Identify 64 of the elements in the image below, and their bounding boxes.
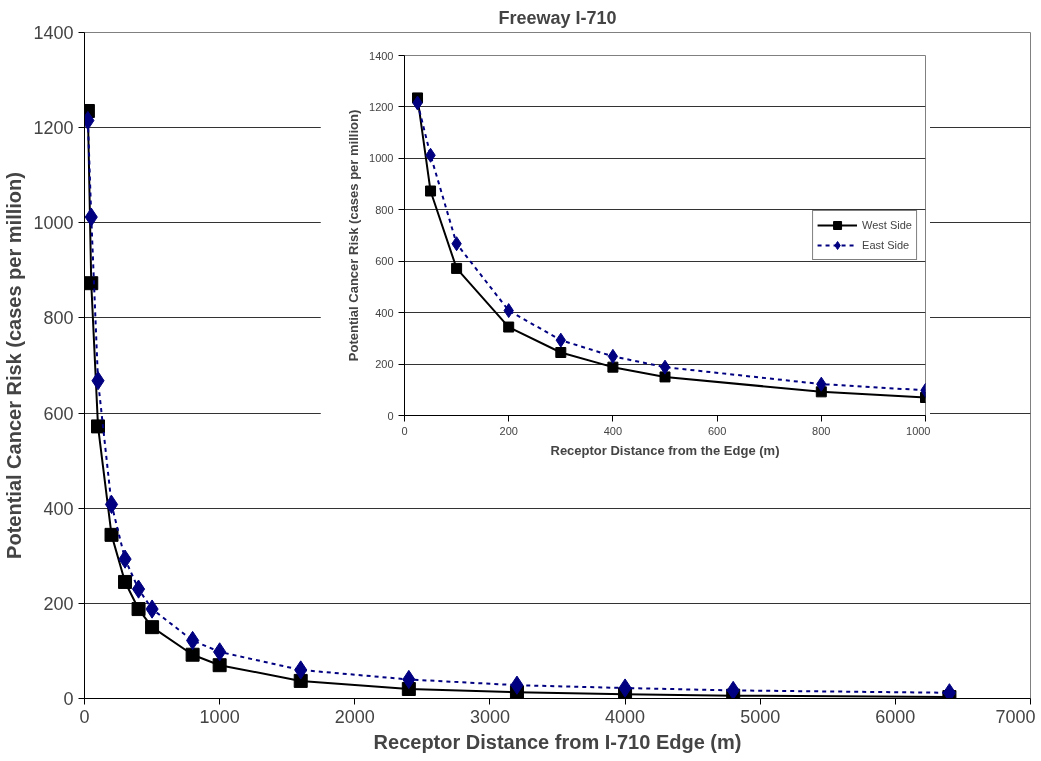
y-tick-label: 600	[375, 255, 394, 268]
x-tick-label: 1000	[906, 424, 931, 437]
legend-label: East Side	[862, 239, 910, 251]
point	[84, 207, 98, 227]
point	[118, 549, 132, 569]
point	[185, 647, 200, 662]
point	[213, 642, 227, 662]
x-tick-label: 3000	[469, 706, 510, 727]
x-tick-label: 2000	[334, 706, 375, 727]
x-axis-title: Receptor Distance from the Edge (m)	[550, 442, 780, 458]
point	[451, 262, 463, 274]
y-tick-label: 1400	[369, 49, 394, 62]
y-tick-label: 1000	[33, 213, 74, 234]
point	[294, 660, 308, 680]
x-tick-label: 200	[499, 424, 518, 437]
x-tick-label: 7000	[995, 706, 1036, 727]
y-tick-label: 0	[63, 689, 74, 709]
point	[510, 675, 524, 695]
point	[659, 371, 671, 383]
point	[425, 185, 437, 197]
point	[91, 419, 106, 434]
x-tick-label: 4000	[605, 706, 646, 727]
point	[104, 494, 119, 515]
y-tick-label: 200	[43, 593, 74, 614]
y-tick-label: 1200	[33, 118, 74, 139]
point	[131, 602, 146, 617]
y-tick-label: 1000	[369, 152, 394, 165]
y-tick-label: 200	[375, 358, 394, 371]
point	[91, 371, 105, 391]
y-tick-label: 0	[387, 409, 394, 422]
y-tick-label: 400	[43, 498, 74, 519]
x-axis-title: Receptor Distance from I-710 Edge (m)	[373, 730, 742, 753]
x-tick-label: 0	[401, 424, 408, 437]
point	[118, 574, 133, 589]
x-tick-label: 0	[79, 706, 90, 727]
point	[607, 348, 619, 364]
point	[104, 527, 119, 542]
x-tick-label: 6000	[875, 706, 916, 727]
y-axis-title: Potential Cancer Risk (cases per million)	[3, 172, 26, 559]
point	[145, 599, 159, 619]
point	[942, 683, 956, 699]
y-tick-label: 400	[375, 306, 394, 319]
y-tick-label: 800	[43, 308, 74, 329]
point	[145, 620, 160, 635]
point	[726, 680, 740, 699]
y-axis-title: Potential Cancer Risk (cases per million)	[346, 109, 362, 362]
x-tick-label: 1000	[199, 706, 240, 727]
point	[607, 361, 619, 373]
x-tick-label: 800	[812, 424, 831, 437]
point	[659, 359, 671, 375]
y-tick-label: 1200	[369, 100, 394, 113]
point	[503, 321, 515, 333]
point	[618, 678, 632, 698]
point	[131, 579, 146, 599]
chart-title: Freeway I-710	[498, 7, 617, 28]
y-tick-label: 600	[43, 403, 74, 424]
legend-label: West Side	[862, 219, 912, 231]
x-tick-label: 5000	[740, 706, 781, 727]
y-tick-label: 1400	[33, 23, 74, 43]
point	[212, 658, 227, 673]
y-tick-label: 800	[375, 203, 394, 216]
point	[555, 347, 567, 358]
x-tick-label: 600	[707, 424, 727, 437]
x-tick-label: 400	[603, 424, 623, 437]
